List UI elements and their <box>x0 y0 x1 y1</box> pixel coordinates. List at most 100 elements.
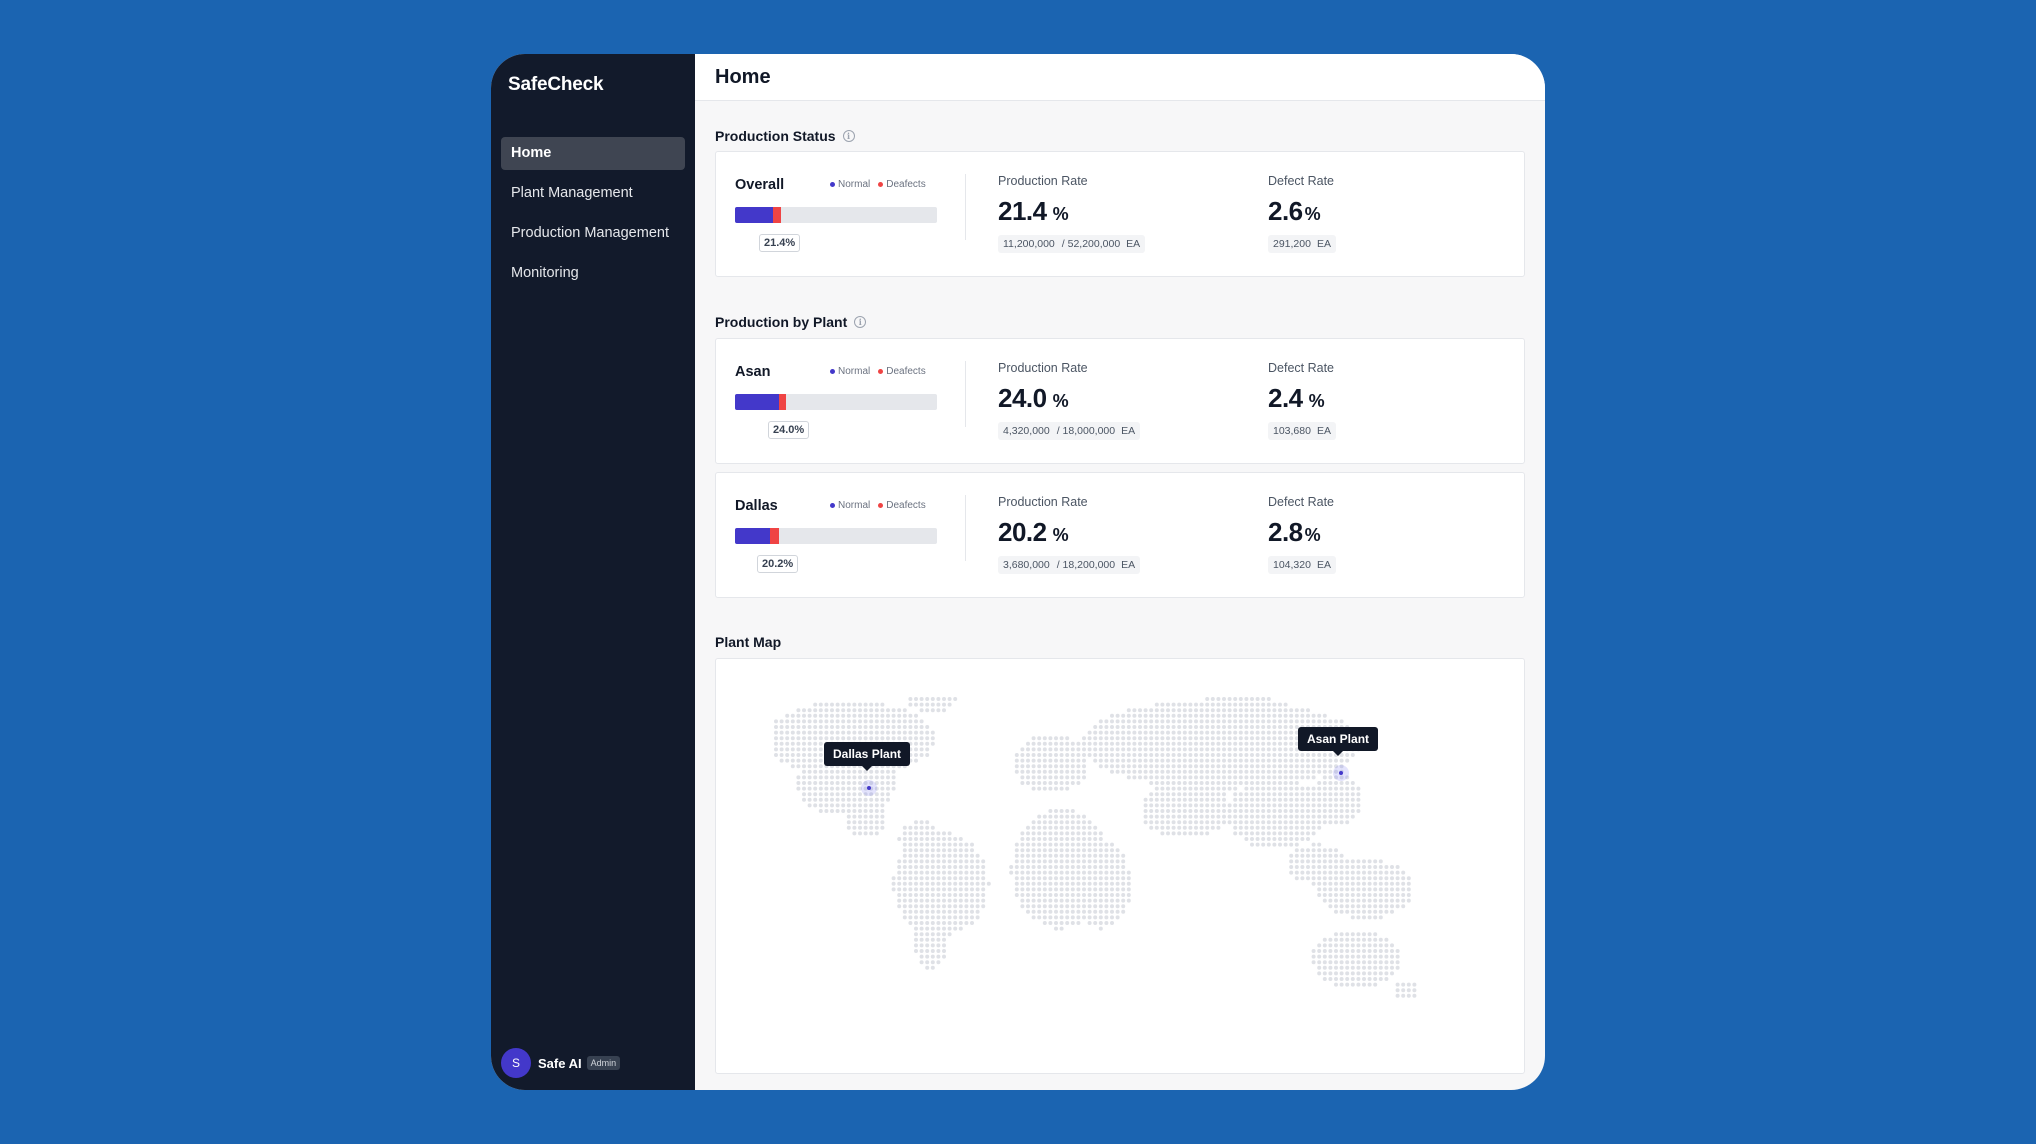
defect-rate-value: 2.6 <box>1268 196 1303 226</box>
card-name: Dallas <box>735 498 778 514</box>
target-count: / 18,000,000 <box>1056 425 1116 437</box>
legend: Normal Deafects <box>830 500 934 511</box>
production-rate: Production Rate 21.4% 11,200,000 / 52,200… <box>998 174 1146 253</box>
info-icon[interactable]: i <box>842 130 855 142</box>
legend-normal: Normal <box>830 366 870 377</box>
legend: Normal Deafects <box>830 179 934 190</box>
defect-count: 104,320 <box>1273 559 1311 571</box>
unit-ea: EA <box>1121 425 1136 437</box>
marker-label-dallas[interactable]: Dallas Plant <box>824 742 911 771</box>
unit-ea: EA <box>1126 238 1141 250</box>
marker-label-asan[interactable]: Asan Plant <box>1298 727 1379 756</box>
card-name: Asan <box>735 364 771 380</box>
legend-defects-label: Deafects <box>886 366 926 377</box>
progress-label: 24.0% <box>768 421 810 439</box>
topbar: Home <box>695 54 1545 101</box>
production-count: 11,200,000 / 52,200,000 EA <box>998 235 1146 253</box>
defect-rate-label: Defect Rate <box>1268 174 1335 188</box>
progress-bar <box>735 528 937 544</box>
legend-normal-label: Normal <box>838 366 871 377</box>
defect-rate-label: Defect Rate <box>1268 361 1335 375</box>
production-rate-label: Production Rate <box>998 361 1088 375</box>
defect-count-badge: 103,680 EA <box>1268 422 1336 440</box>
defect-rate-value: 2.8 <box>1268 517 1303 547</box>
production-count: 3,680,000 / 18,200,000 EA <box>998 556 1141 574</box>
legend-defects: Deafects <box>878 366 926 377</box>
dot-icon <box>830 503 835 508</box>
marker-pin-dallas[interactable] <box>861 780 877 796</box>
production-rate: Production Rate 20.2% 3,680,000 / 18,200,… <box>998 495 1141 574</box>
legend-defects-label: Deafects <box>886 179 926 190</box>
production-rate-unit: % <box>1052 204 1069 224</box>
defect-rate-unit: % <box>1304 204 1321 224</box>
unit-ea: EA <box>1121 559 1136 571</box>
defect-rate-label: Defect Rate <box>1268 495 1335 509</box>
sidebar-item-production-management[interactable]: Production Management <box>511 225 669 241</box>
sidebar-item-monitoring[interactable]: Monitoring <box>511 265 579 281</box>
unit-ea: EA <box>1316 238 1331 250</box>
marker-pin-asan[interactable] <box>1333 765 1349 781</box>
sidebar-item-home[interactable]: Home <box>501 137 685 170</box>
user-profile[interactable]: S Safe AI Admin <box>501 1048 621 1078</box>
produced-count: 11,200,000 <box>1003 238 1055 250</box>
production-rate-unit: % <box>1052 525 1069 545</box>
dot-icon <box>878 369 884 374</box>
section-title-text: Production Status <box>715 128 836 144</box>
divider <box>965 495 966 561</box>
legend-normal: Normal <box>830 179 870 190</box>
avatar[interactable]: S <box>501 1048 531 1078</box>
production-count: 4,320,000 / 18,000,000 EA <box>998 422 1141 440</box>
legend-normal-label: Normal <box>838 500 871 511</box>
unit-ea: EA <box>1316 559 1331 571</box>
production-rate-label: Production Rate <box>998 495 1088 509</box>
defect-rate-value-row: 2.8% <box>1268 517 1336 548</box>
production-rate-value-row: 24.0% <box>998 383 1140 414</box>
progress-bar-normal <box>735 394 779 410</box>
defect-count-badge: 291,200 EA <box>1268 235 1336 253</box>
production-rate-label: Production Rate <box>998 174 1088 188</box>
card-name: Overall <box>735 177 785 193</box>
legend-normal-label: Normal <box>838 179 871 190</box>
unit-ea: EA <box>1316 425 1331 437</box>
production-rate-value-row: 20.2% <box>998 517 1140 548</box>
defect-count-badge: 104,320 EA <box>1268 556 1336 574</box>
sidebar-nav: Home Plant Management Production Managem… <box>501 137 685 297</box>
main-content: Home Production Status i Overall Normal … <box>695 54 1545 1090</box>
role-badge: Admin <box>586 1056 621 1070</box>
defect-rate: Defect Rate 2.4% 103,680 EA <box>1268 361 1336 440</box>
dot-icon <box>830 182 835 187</box>
progress-label: 21.4% <box>759 234 801 252</box>
progress-bar <box>735 394 937 410</box>
production-rate-value: 21.4 <box>998 196 1047 226</box>
info-icon[interactable]: i <box>854 316 867 328</box>
app-window: SafeCheck Home Plant Management Producti… <box>491 54 1545 1090</box>
legend-normal: Normal <box>830 500 870 511</box>
dot-icon <box>878 182 884 187</box>
defect-count: 103,680 <box>1273 425 1311 437</box>
produced-count: 3,680,000 <box>1003 559 1050 571</box>
sidebar-item-plant-management[interactable]: Plant Management <box>511 185 633 201</box>
defect-rate-unit: % <box>1308 391 1325 411</box>
production-rate-value: 20.2 <box>998 517 1047 547</box>
defect-rate: Defect Rate 2.6% 291,200 EA <box>1268 174 1336 253</box>
progress-bar-normal <box>735 207 773 223</box>
defect-count: 291,200 <box>1273 238 1311 250</box>
defect-rate-value: 2.4 <box>1268 383 1303 413</box>
legend-defects: Deafects <box>878 179 926 190</box>
section-title-production-status: Production Status i <box>715 128 855 144</box>
progress-bar <box>735 207 937 223</box>
page-title: Home <box>715 65 771 88</box>
section-title-text: Plant Map <box>715 634 782 650</box>
dot-icon <box>878 503 884 508</box>
produced-count: 4,320,000 <box>1003 425 1050 437</box>
progress-bar-defect <box>772 207 782 223</box>
divider <box>965 361 966 427</box>
production-rate-value-row: 21.4% <box>998 196 1145 227</box>
progress-label: 20.2% <box>757 555 799 573</box>
defect-rate-unit: % <box>1304 525 1321 545</box>
sidebar: SafeCheck Home Plant Management Producti… <box>491 54 695 1090</box>
brand-logo: SafeCheck <box>508 74 604 95</box>
target-count: / 52,200,000 <box>1061 238 1121 250</box>
plant-card-asan: Asan Normal Deafects 24.0% Production Ra… <box>715 338 1525 464</box>
legend-defects: Deafects <box>878 500 926 511</box>
